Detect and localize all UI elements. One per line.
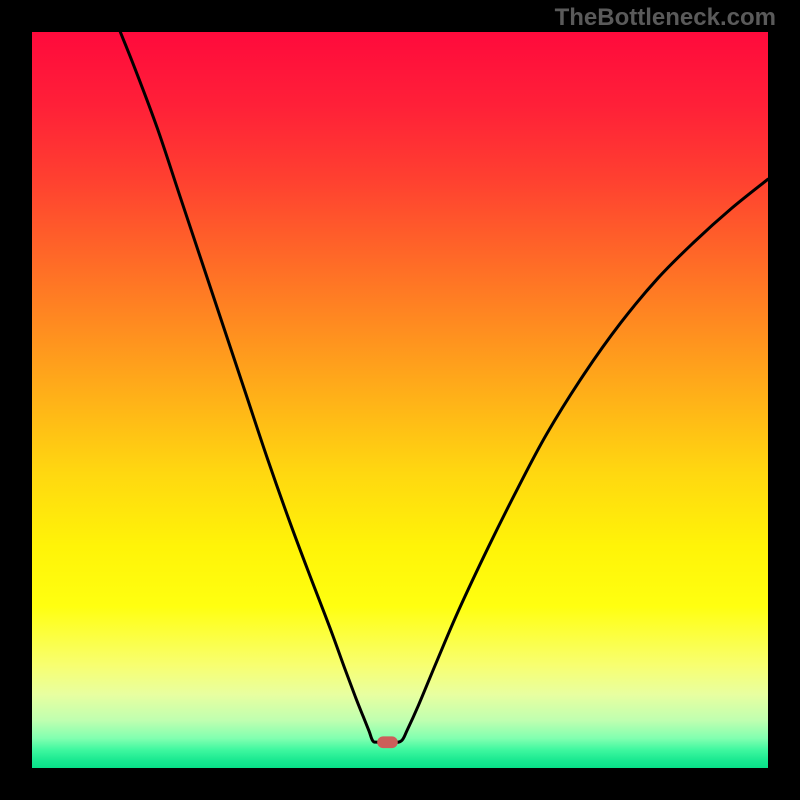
plot-area	[32, 32, 768, 768]
bottleneck-curve	[120, 32, 768, 742]
bottleneck-marker	[377, 736, 398, 748]
watermark-text: TheBottleneck.com	[555, 4, 776, 32]
chart-overlay	[32, 32, 768, 768]
